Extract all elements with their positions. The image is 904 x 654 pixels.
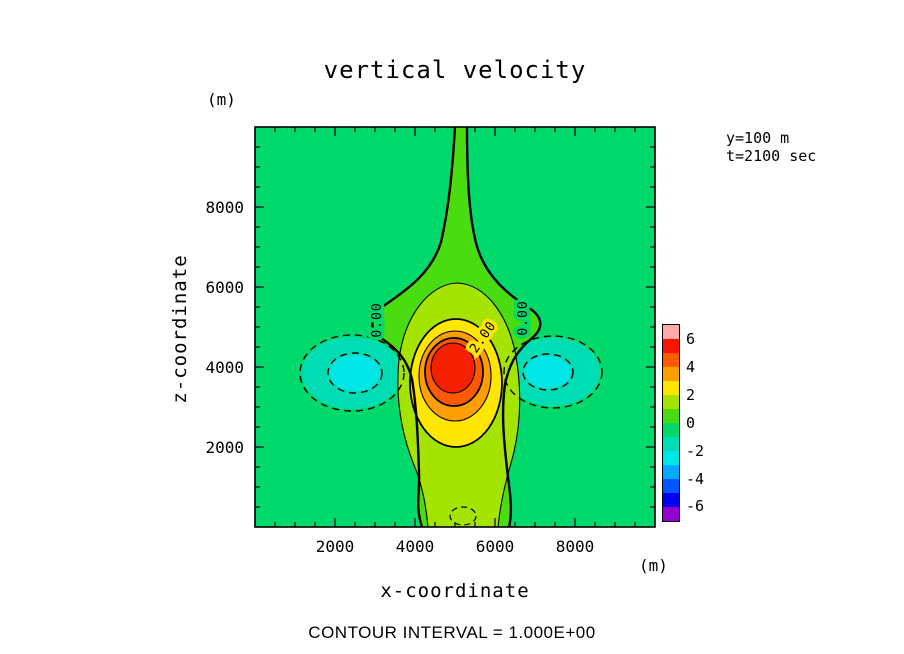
- colorbar-label-minus2: -2: [686, 442, 705, 460]
- y-tick-8000: 8000: [205, 198, 244, 217]
- colorbar-label-4: 4: [686, 358, 696, 376]
- plot-frame: [254, 126, 656, 528]
- right-downdraft-band-2: [525, 356, 571, 388]
- zero-contour-left: [371, 126, 457, 528]
- colorbar-block: [663, 479, 679, 493]
- annotation-time: t=2100 sec: [726, 147, 817, 165]
- x-axis-unit: (m): [639, 556, 668, 575]
- contour-label-zero-left: 0.00: [370, 302, 385, 337]
- x-axis-label: x-coordinate: [380, 580, 530, 602]
- y-tick-6000: 6000: [205, 278, 244, 297]
- x-tick-8000: 8000: [555, 537, 595, 556]
- contour-minus-2-left: [327, 352, 383, 394]
- colorbar-block: [663, 423, 679, 437]
- x-tick-6000: 6000: [475, 537, 515, 556]
- contour-1: [397, 282, 521, 528]
- colorbar-block: [663, 381, 679, 395]
- zero-contour-right: [465, 126, 542, 528]
- colorbar-block: [663, 507, 679, 521]
- colorbar-block: [663, 409, 679, 423]
- contour-minus-1-bottom: [449, 506, 477, 526]
- colorbar-block: [663, 493, 679, 507]
- annotation-y-slice: y=100 m: [726, 129, 790, 147]
- colorbar: [662, 324, 680, 522]
- contour-5: [430, 342, 476, 394]
- colorbar-block: [663, 325, 679, 339]
- y-axis-unit: (m): [207, 90, 236, 109]
- colorbar-label-0: 0: [686, 414, 696, 432]
- colorbar-block: [663, 353, 679, 367]
- chart-title: vertical velocity: [323, 56, 587, 84]
- colorbar-label-minus4: -4: [686, 470, 705, 488]
- contour-plot-svg: 0.00 0.00 2.00: [254, 126, 656, 528]
- colorbar-label-6: 6: [686, 330, 696, 348]
- contour-2: [409, 318, 503, 448]
- colorbar-block: [663, 395, 679, 409]
- left-downdraft-band-2: [330, 355, 380, 391]
- contour-4: [424, 337, 484, 407]
- y-tick-2000: 2000: [205, 438, 244, 457]
- contour-minus-1-right: [503, 335, 603, 409]
- colorbar-block: [663, 367, 679, 381]
- colorbar-block: [663, 437, 679, 451]
- y-axis-label: z-coordinate: [169, 254, 191, 404]
- colorbar-label-minus6: -6: [686, 497, 705, 515]
- x-tick-4000: 4000: [395, 537, 435, 556]
- axis-ticks: [255, 127, 655, 527]
- contour-label-zero-right: 0.00: [516, 300, 531, 335]
- contour-3: [418, 330, 492, 422]
- x-tick-2000: 2000: [315, 537, 355, 556]
- y-tick-4000: 4000: [205, 358, 244, 377]
- contour-interval-caption: CONTOUR INTERVAL = 1.000E+00: [308, 623, 596, 642]
- colorbar-label-2: 2: [686, 386, 696, 404]
- updraft-core-band-5: [431, 343, 475, 393]
- contour-plot: 0.00 0.00 2.00: [254, 126, 656, 528]
- colorbar-block: [663, 339, 679, 353]
- contour-minus-2-right: [522, 353, 574, 391]
- colorbar-block: [663, 451, 679, 465]
- slice-annotations: y=100 m t=2100 sec: [726, 129, 816, 165]
- colorbar-block: [663, 465, 679, 479]
- contour-minus-1-left: [299, 334, 405, 412]
